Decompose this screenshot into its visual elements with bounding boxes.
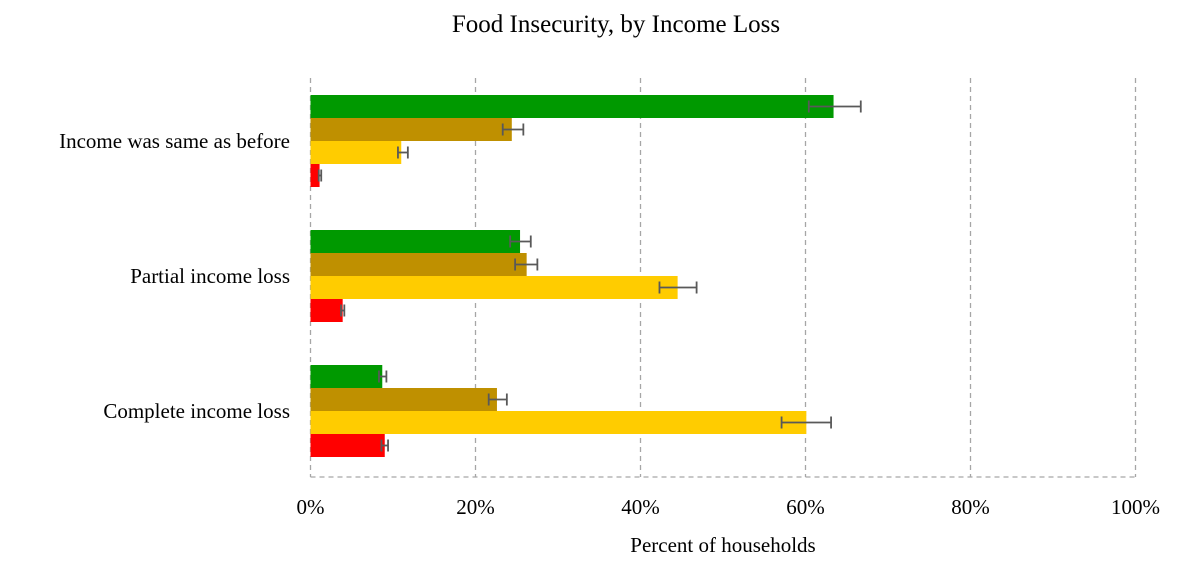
error-bar <box>658 281 698 294</box>
category-label: Income was same as before <box>59 129 290 153</box>
category-label: Complete income loss <box>103 399 290 423</box>
x-tick-labels: 0% 20% 40% 60% 80% 100% <box>297 495 1161 519</box>
error-bar <box>380 439 389 452</box>
error-bar <box>340 304 346 317</box>
x-axis-label: Percent of households <box>630 533 815 557</box>
x-tick-label: 0% <box>297 495 325 519</box>
error-bar <box>397 146 409 159</box>
bar-series-4-2 <box>310 434 385 457</box>
bar-series-2-1 <box>310 253 527 276</box>
error-bar <box>514 258 539 271</box>
category-label: Partial income loss <box>130 264 290 288</box>
error-bar <box>807 100 862 113</box>
bar-series-3-2 <box>310 411 807 434</box>
x-tick-label: 80% <box>951 495 990 519</box>
x-tick-label: 20% <box>456 495 495 519</box>
chart-title: Food Insecurity, by Income Loss <box>452 11 780 38</box>
bar-series-1-0 <box>310 95 834 118</box>
error-bar <box>501 123 525 136</box>
bar-series-2-0 <box>310 118 512 141</box>
x-tick-label: 100% <box>1111 495 1160 519</box>
error-bar <box>487 393 508 406</box>
x-tick-label: 40% <box>621 495 660 519</box>
error-bars <box>317 100 862 452</box>
bar-series-4-0 <box>310 164 320 187</box>
bar-series-1-2 <box>310 365 383 388</box>
error-bar <box>780 416 832 429</box>
bar-series-4-1 <box>310 299 343 322</box>
error-bar <box>509 235 532 248</box>
bar-series-3-1 <box>310 276 678 299</box>
bars <box>310 95 834 457</box>
bar-series-2-2 <box>310 388 497 411</box>
bar-series-1-1 <box>310 230 521 253</box>
category-labels: Income was same as before Partial income … <box>59 129 290 423</box>
x-tick-label: 60% <box>786 495 825 519</box>
error-bar <box>317 169 323 182</box>
error-bar <box>378 370 388 383</box>
bar-series-3-0 <box>310 141 402 164</box>
